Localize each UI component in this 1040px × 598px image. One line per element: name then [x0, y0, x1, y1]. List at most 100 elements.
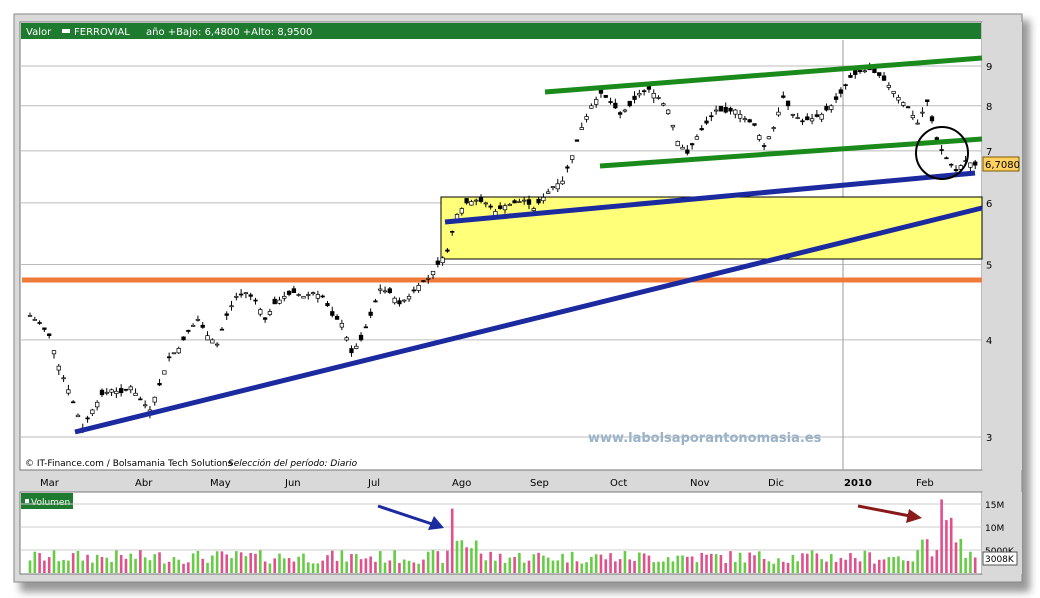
candle [522, 196, 527, 205]
volume-bar [772, 563, 775, 573]
volume-bar [566, 562, 569, 573]
y-tick-label: 9 [986, 62, 992, 73]
footer-credit: © IT-Finance.com / Bolsamania Tech Solut… [25, 459, 233, 469]
x-tick-label: Feb [916, 478, 934, 489]
volume-bar [450, 508, 454, 573]
candle [761, 142, 767, 150]
volume-bar [374, 561, 377, 573]
candle [325, 300, 330, 307]
candle [603, 95, 608, 99]
volume-bar [599, 554, 603, 573]
candle [608, 97, 613, 105]
volume-bar [139, 550, 142, 573]
volume-bar [940, 499, 943, 573]
candle [464, 198, 469, 205]
candle [205, 331, 210, 341]
volume-bar [182, 563, 185, 573]
volume-bar [657, 561, 660, 573]
trend-line-short [444, 170, 976, 225]
y-tick-label: 6 [986, 199, 992, 210]
candle [330, 306, 335, 318]
volume-bars [28, 499, 977, 573]
candle [128, 384, 133, 394]
candle [728, 106, 733, 115]
candle [378, 284, 383, 295]
volume-bar [143, 557, 147, 573]
volume-bar [153, 554, 157, 573]
candle [138, 396, 143, 401]
volume-bar [163, 563, 166, 573]
candle [277, 296, 282, 305]
candle [886, 82, 891, 91]
candle [42, 327, 47, 332]
candle [61, 375, 66, 383]
candle [742, 115, 748, 123]
volume-bar [532, 554, 536, 573]
candle [238, 289, 244, 298]
header-stats: año +Bajo: 6,4800 +Alto: 8,9500 [146, 27, 312, 38]
candle [363, 323, 369, 329]
candle [334, 314, 340, 320]
volume-bar [268, 563, 272, 573]
candle [310, 291, 316, 296]
volume-bar [686, 556, 689, 573]
volume-bar [52, 550, 56, 573]
candle [176, 346, 181, 355]
volume-bar [757, 551, 761, 573]
volume-bar [292, 561, 296, 573]
volume-bar [666, 557, 670, 573]
candle [574, 139, 580, 142]
candle [747, 118, 752, 123]
volume-bar [695, 562, 699, 573]
candle [507, 202, 512, 206]
volume-bar [556, 560, 560, 573]
candle [555, 178, 560, 193]
candle [881, 72, 887, 81]
candle [320, 294, 325, 299]
volume-bar [858, 561, 862, 573]
candle [709, 111, 714, 122]
volume-bar [134, 558, 137, 573]
candle [570, 155, 575, 164]
x-tick-label: Ago [452, 478, 471, 489]
volume-bar [820, 559, 823, 573]
volume-bar [537, 552, 540, 573]
volume-bar [935, 550, 939, 573]
candle [474, 198, 479, 206]
candle [392, 296, 397, 305]
candle [824, 103, 829, 112]
volume-bar [369, 556, 372, 573]
candle [901, 101, 906, 108]
volume-bar [455, 540, 459, 573]
volume-bar [724, 563, 728, 573]
candle [579, 122, 584, 131]
x-tick-label: Jul [367, 478, 380, 489]
candle [502, 203, 508, 214]
candle [656, 95, 661, 100]
candle [258, 307, 263, 317]
candle [949, 163, 954, 168]
candle [632, 91, 637, 104]
volume-bar [671, 561, 675, 573]
volume-bar [110, 561, 113, 573]
candle [210, 338, 215, 344]
candle [613, 98, 618, 110]
volume-bar [378, 551, 382, 573]
volume-bar [201, 558, 205, 573]
candle [37, 320, 42, 325]
volume-bar [388, 560, 392, 573]
candle [661, 102, 666, 107]
candle [498, 202, 503, 210]
candle [358, 332, 364, 342]
candle [622, 108, 628, 113]
last-price-label: 6,7080 [985, 160, 1020, 171]
candle [915, 119, 920, 125]
volume-bar [177, 559, 181, 573]
volume-bar [259, 550, 262, 573]
candle [680, 144, 685, 150]
volume-bar [81, 560, 85, 573]
candle [123, 388, 129, 392]
candle [483, 201, 488, 208]
candle [133, 388, 138, 396]
